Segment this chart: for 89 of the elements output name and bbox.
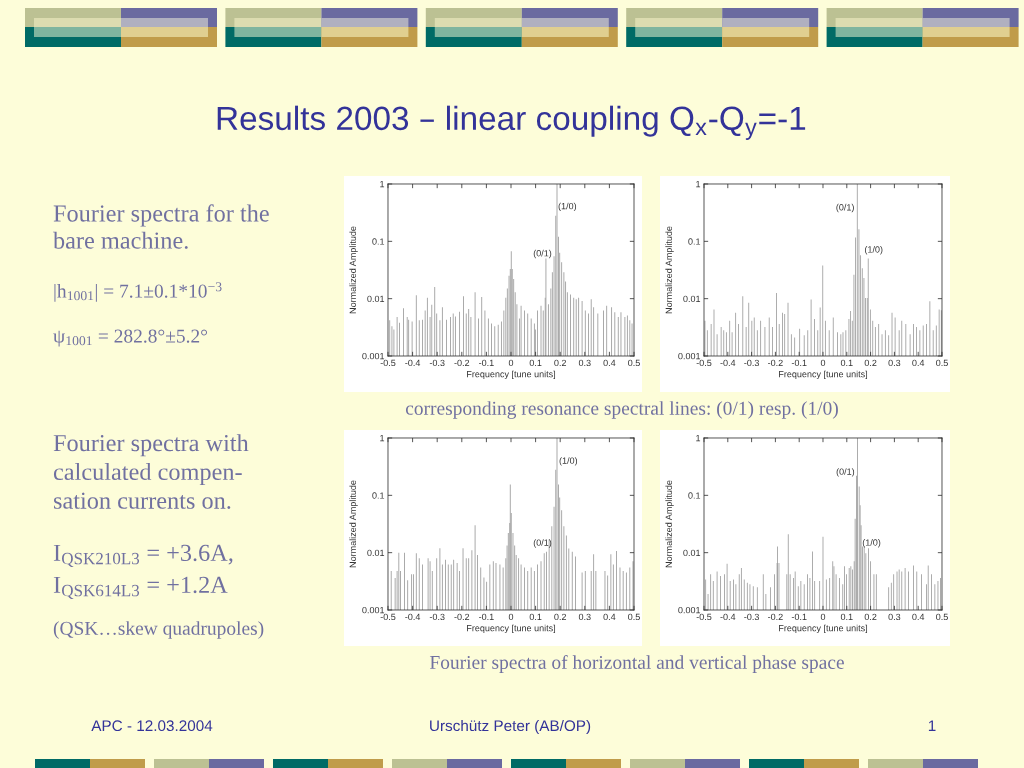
x-tick-label: 0.5 bbox=[628, 359, 640, 367]
x-tick-label: 0.4 bbox=[912, 359, 925, 367]
text: I$_{QSK614L3}$ = +1.2A bbox=[53, 576, 228, 599]
x-tick-label: -0.2 bbox=[768, 359, 783, 367]
x-axis-title: Frequency [tune units] bbox=[779, 370, 868, 380]
x-tick-label: 0 bbox=[508, 359, 514, 367]
x-tick-label: 0.1 bbox=[840, 359, 853, 367]
x-tick-label: 0.5 bbox=[936, 613, 948, 621]
x-tick-label: 0.2 bbox=[864, 613, 877, 621]
annotation: (0/1) bbox=[836, 468, 855, 477]
y-tick-label: 0.01 bbox=[367, 295, 385, 303]
y-tick-label: 0.1 bbox=[372, 492, 385, 499]
x-tick-label: -0.2 bbox=[768, 613, 783, 621]
x-tick-label: 0.2 bbox=[864, 359, 877, 367]
text: Urschütz Peter (AB/OP) bbox=[430, 719, 591, 735]
y-tick-label: 1 bbox=[696, 181, 701, 188]
x-tick-label: 0.5 bbox=[936, 359, 948, 367]
y-tick-label: 0.1 bbox=[372, 238, 385, 245]
y-axis-title: Normalized Amplitude bbox=[665, 480, 674, 568]
text: I$_{QSK210L3}$ = +3.6A, bbox=[53, 544, 233, 567]
x-tick-label: 0.1 bbox=[529, 359, 542, 367]
x-tick-label: -0.3 bbox=[744, 613, 759, 621]
y-tick-label: 0.01 bbox=[683, 295, 701, 303]
text: Fourier spectra for the bare machine. bbox=[53, 204, 269, 249]
x-tick-label: -0.5 bbox=[696, 613, 712, 621]
x-tick-label: -0.4 bbox=[405, 613, 421, 621]
y-tick-label: 0.1 bbox=[688, 238, 701, 245]
x-tick-label: -0.5 bbox=[380, 613, 396, 621]
y-tick-label: 0.1 bbox=[688, 492, 701, 499]
x-tick-label: -0.3 bbox=[429, 359, 445, 367]
annotation: (1/0) bbox=[864, 246, 883, 255]
x-tick-label: -0.2 bbox=[454, 613, 470, 621]
x-tick-label: -0.5 bbox=[380, 359, 396, 367]
annotation: (1/0) bbox=[559, 457, 578, 466]
x-tick-label: 0.4 bbox=[603, 613, 616, 621]
x-tick-label: -0.3 bbox=[744, 359, 759, 367]
text: Fourier spectra with calculated compen- sation currents on. bbox=[53, 434, 249, 509]
y-tick-label: 0.001 bbox=[362, 352, 385, 360]
y-tick-label: 0.01 bbox=[367, 549, 385, 557]
x-tick-label: -0.1 bbox=[791, 613, 807, 621]
x-tick-label: 0.3 bbox=[578, 359, 591, 367]
x-tick-label: 0.3 bbox=[888, 359, 901, 367]
y-tick-label: 0.001 bbox=[678, 606, 701, 614]
annotation: (0/1) bbox=[533, 249, 552, 259]
x-tick-label: 0.4 bbox=[603, 359, 616, 367]
x-tick-label: -0.1 bbox=[479, 359, 494, 367]
x-tick-label: -0.5 bbox=[696, 359, 712, 367]
y-tick-label: 1 bbox=[696, 435, 701, 442]
x-tick-label: -0.4 bbox=[720, 613, 736, 621]
x-tick-label: -0.3 bbox=[429, 613, 445, 621]
y-axis-title: Normalized Amplitude bbox=[349, 226, 358, 314]
y-tick-label: 0.001 bbox=[678, 352, 701, 360]
x-tick-label: 0.1 bbox=[840, 613, 853, 621]
y-axis-title: Normalized Amplitude bbox=[665, 226, 674, 314]
text: Fourier spectra of horizontal and vertical phase space bbox=[429, 655, 844, 673]
text: (QSK…skew quadrupoles) bbox=[53, 621, 264, 639]
x-tick-label: -0.4 bbox=[720, 359, 736, 367]
text: Results 2003 – linear coupling Q$_{x}$-Q$_{y}$=-1 bbox=[217, 105, 806, 140]
x-tick-label: 0.1 bbox=[529, 613, 542, 621]
x-tick-label: -0.2 bbox=[454, 359, 470, 367]
text: 1 bbox=[928, 720, 936, 731]
x-tick-label: 0.2 bbox=[554, 613, 567, 621]
y-axis-title: Normalized Amplitude bbox=[349, 480, 358, 568]
text: corresponding resonance spectral lines: (0/1) resp. (1/0) bbox=[405, 401, 838, 419]
y-tick-label: 1 bbox=[380, 435, 385, 442]
text: APC - 12.03.2004 bbox=[91, 720, 213, 732]
text: ψ$_{1001}$ = 282.8°±5.2° bbox=[53, 329, 208, 347]
x-axis-title: Frequency [tune units] bbox=[467, 370, 556, 380]
annotation: (1/0) bbox=[862, 539, 881, 548]
x-axis-title: Frequency [tune units] bbox=[779, 624, 868, 634]
y-tick-label: 0.001 bbox=[362, 606, 385, 614]
x-tick-label: 0 bbox=[508, 613, 514, 621]
annotation: (0/1) bbox=[836, 203, 854, 213]
x-axis-title: Frequency [tune units] bbox=[467, 624, 556, 634]
x-tick-label: 0 bbox=[820, 613, 826, 621]
x-tick-label: 0.2 bbox=[554, 359, 567, 367]
annotation: (0/1) bbox=[533, 539, 552, 548]
y-tick-label: 1 bbox=[380, 181, 385, 188]
x-tick-label: 0 bbox=[820, 359, 826, 367]
x-tick-label: 0.3 bbox=[578, 613, 591, 621]
x-tick-label: -0.1 bbox=[791, 359, 807, 367]
x-tick-label: 0.5 bbox=[628, 613, 640, 621]
y-tick-label: 0.01 bbox=[683, 549, 701, 557]
x-tick-label: 0.4 bbox=[912, 613, 925, 621]
x-tick-label: -0.4 bbox=[405, 359, 421, 367]
x-tick-label: -0.1 bbox=[479, 613, 494, 621]
annotation: (1/0) bbox=[558, 202, 577, 212]
text: |h$_{1001}$| = 7.1±0.1*10$^{−3}$ bbox=[54, 282, 222, 302]
x-tick-label: 0.3 bbox=[888, 613, 901, 621]
